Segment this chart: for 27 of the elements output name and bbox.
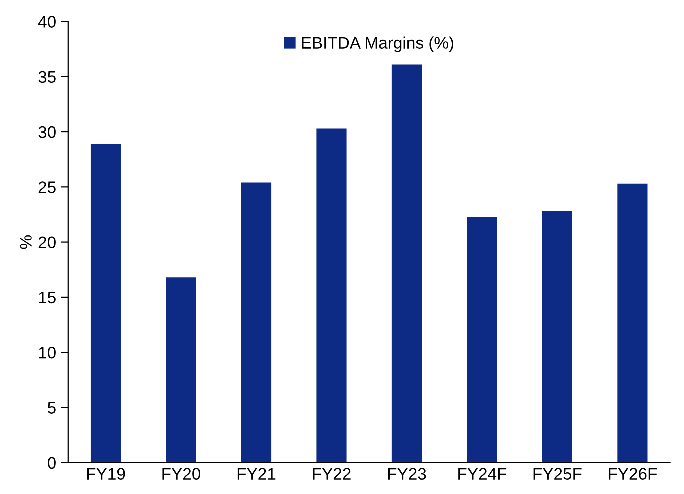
- y-tick-label: 10: [39, 346, 56, 359]
- x-tick-label: FY22: [313, 468, 351, 480]
- bar: [392, 64, 422, 463]
- bar: [166, 278, 196, 463]
- x-tick-label: FY23: [388, 468, 426, 480]
- y-tick-label: 40: [38, 16, 56, 28]
- x-tick-label: FY21: [238, 468, 276, 480]
- y-tick-label: 30: [38, 126, 56, 138]
- x-tick-label: FY24F: [458, 468, 507, 480]
- legend-label: EBITDA Margins (%): [302, 36, 454, 52]
- bar: [542, 211, 573, 463]
- y-tick-label: 25: [38, 182, 56, 194]
- y-tick-label: 20: [38, 236, 56, 249]
- y-tick-label: 35: [38, 71, 56, 84]
- y-tick-label: 0: [48, 457, 56, 470]
- bar: [618, 184, 648, 463]
- x-tick-label: FY26F: [609, 468, 658, 480]
- x-tick-label: FY20: [162, 468, 201, 480]
- bar: [316, 128, 347, 463]
- bar: [467, 216, 498, 463]
- bar: [90, 144, 122, 463]
- bar: [241, 182, 272, 463]
- y-tick-label: 15: [39, 292, 56, 304]
- y-axis-title: %: [20, 235, 32, 250]
- x-tick-label: FY19: [87, 468, 126, 480]
- y-tick-label: 5: [48, 402, 56, 414]
- x-tick-label: FY25F: [534, 468, 582, 480]
